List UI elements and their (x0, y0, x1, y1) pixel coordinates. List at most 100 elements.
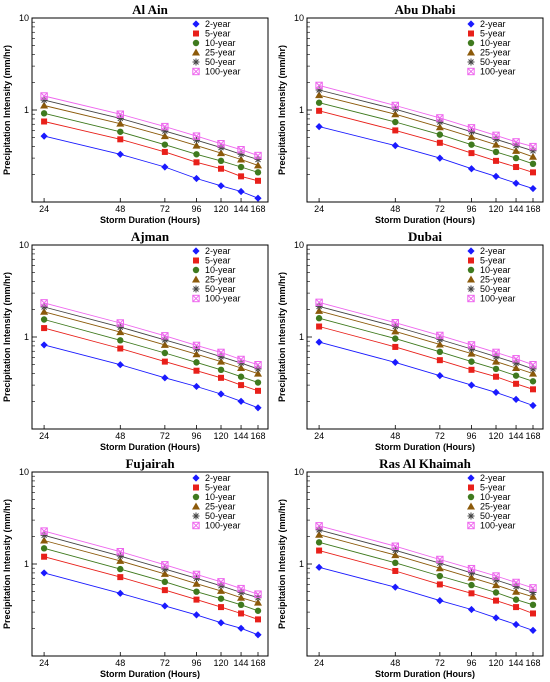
legend-marker (192, 39, 200, 47)
x-tick-label: 120 (488, 658, 503, 668)
series-line (43, 112, 259, 173)
series-group (315, 86, 537, 155)
legend-marker (192, 67, 200, 76)
data-point (528, 152, 537, 160)
data-point (512, 355, 520, 363)
legend-marker (468, 257, 474, 264)
data-point (392, 559, 399, 567)
series-line (43, 121, 259, 182)
data-point (40, 110, 48, 117)
legend-marker (467, 39, 475, 47)
legend-marker (192, 521, 200, 530)
series-line (318, 525, 534, 589)
legend-label: 2-year (205, 473, 231, 483)
data-point (237, 593, 246, 601)
legend-marker (467, 285, 475, 293)
data-point (529, 584, 537, 592)
x-tick-label: 72 (160, 658, 170, 668)
data-point (529, 610, 536, 617)
legend-marker (467, 521, 475, 530)
data-point (467, 569, 475, 577)
data-point (193, 596, 200, 603)
data-point (192, 341, 201, 350)
data-point (392, 118, 399, 126)
data-point (512, 179, 520, 187)
data-point (436, 335, 444, 343)
data-point (161, 163, 169, 171)
series-line (318, 310, 534, 375)
data-point (512, 154, 520, 162)
data-point (161, 374, 169, 382)
legend-marker (467, 247, 475, 255)
series-group (41, 553, 261, 623)
chart-svg: Dubai 10 1 24 48 72 96 120 144 168 Storm Duration … (277, 229, 544, 452)
legend-marker (467, 474, 475, 482)
data-point (237, 187, 245, 196)
legend-marker (467, 512, 475, 520)
legend-marker (192, 48, 200, 56)
data-point (492, 172, 500, 180)
data-point (528, 369, 537, 377)
chart-panel: Abu Dhabi 10 1 24 48 72 96 120 144 168 Storm Durat… (275, 0, 550, 227)
data-point (315, 526, 323, 534)
data-point (161, 148, 168, 155)
data-point (492, 135, 500, 143)
series-line (318, 89, 534, 152)
data-point (237, 624, 245, 632)
legend-marker (193, 257, 199, 264)
series-line (43, 556, 259, 620)
data-point (512, 364, 521, 372)
data-point (41, 118, 48, 125)
data-point (217, 586, 226, 594)
x-tick-label: 168 (525, 431, 540, 441)
data-point (161, 561, 169, 569)
data-point (512, 582, 520, 590)
data-point (493, 157, 500, 164)
data-point (392, 127, 399, 134)
data-point (217, 144, 225, 152)
data-point (513, 164, 520, 171)
series-group (315, 99, 537, 168)
data-point (238, 382, 245, 389)
data-point (117, 337, 124, 344)
data-point (529, 142, 537, 151)
data-point (315, 563, 323, 571)
data-point (467, 124, 476, 132)
legend-label: 50-year (205, 284, 236, 294)
legend-label: 100-year (205, 294, 241, 304)
data-point (193, 159, 200, 166)
data-point (217, 348, 225, 357)
legend-label: 5-year (480, 29, 506, 39)
series-line (43, 319, 259, 383)
data-point (254, 379, 262, 386)
x-tick-label: 168 (250, 204, 265, 214)
data-point (116, 150, 124, 158)
data-point (217, 353, 225, 361)
data-point (529, 184, 537, 193)
data-point (512, 142, 520, 150)
x-tick-label: 48 (115, 204, 125, 214)
chart-panel: Ras Al Khaimah 10 1 24 48 72 96 120 144 168 Storm … (275, 454, 550, 681)
x-tick-label: 48 (115, 431, 125, 441)
data-point (40, 132, 48, 140)
data-point (529, 401, 537, 410)
data-point (467, 381, 476, 389)
x-tick-label: 48 (390, 204, 400, 214)
x-tick-label: 168 (525, 658, 540, 668)
series-line (43, 105, 259, 166)
data-point (161, 602, 169, 610)
x-tick-label: 120 (488, 204, 503, 214)
data-point (217, 366, 225, 374)
y-axis-label: Precipitation Intensity (mm/hr) (2, 45, 12, 175)
data-point (253, 161, 262, 169)
x-tick-label: 24 (39, 204, 49, 214)
data-point (468, 150, 475, 157)
data-point (116, 589, 124, 597)
data-point (117, 565, 124, 573)
legend-label: 100-year (205, 521, 241, 531)
x-tick-label: 72 (435, 431, 445, 441)
series-line (318, 341, 534, 406)
legend-label: 50-year (480, 284, 511, 294)
data-point (436, 348, 444, 356)
series-line (318, 566, 534, 631)
